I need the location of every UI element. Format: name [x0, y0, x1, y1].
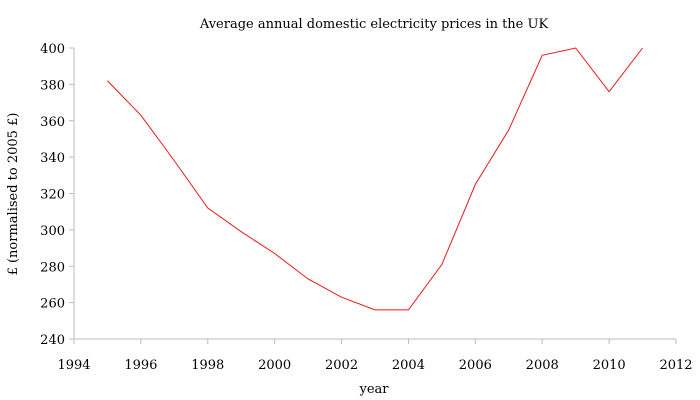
x-tick-label: 2012: [659, 358, 692, 373]
y-tick-label: 320: [40, 188, 65, 203]
x-tick-label: 2010: [593, 358, 626, 373]
y-tick-label: 280: [40, 260, 65, 275]
y-tick-label: 300: [40, 224, 65, 239]
y-tick-label: 400: [40, 42, 65, 57]
x-tick-label: 2004: [392, 358, 425, 373]
chart-title: Average annual domestic electricity pric…: [199, 17, 549, 32]
x-tick-label: 2000: [258, 358, 291, 373]
y-tick-label: 240: [40, 333, 65, 348]
x-tick-label: 1996: [124, 358, 157, 373]
y-tick-label: 360: [40, 115, 65, 130]
x-tick-label: 2002: [325, 358, 358, 373]
x-tick-label: 2008: [526, 358, 559, 373]
x-tick-label: 2006: [459, 358, 492, 373]
y-axis-label: £ (normalised to 2005 £): [6, 113, 21, 276]
y-tick-label: 380: [40, 78, 65, 93]
x-tick-label: 1994: [57, 358, 90, 373]
line: [107, 47, 643, 311]
x-tick-label: 1998: [191, 358, 224, 373]
y-tick-label: 340: [40, 151, 65, 166]
y-tick-label: 260: [40, 297, 65, 312]
x-axis-label: year: [358, 382, 389, 397]
